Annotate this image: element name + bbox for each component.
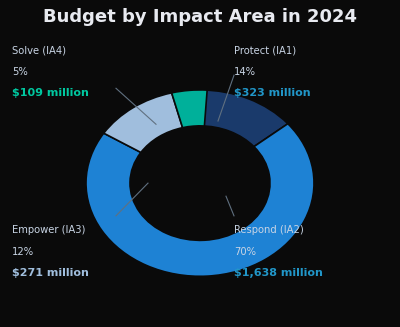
Wedge shape <box>172 90 207 128</box>
Wedge shape <box>104 93 182 152</box>
Text: Protect (IA1): Protect (IA1) <box>234 45 296 56</box>
Wedge shape <box>86 124 314 276</box>
Text: $271 million: $271 million <box>12 268 89 278</box>
Text: Solve (IA4): Solve (IA4) <box>12 45 66 56</box>
Text: 12%: 12% <box>12 247 34 257</box>
Text: $1,638 million: $1,638 million <box>234 268 323 278</box>
Text: 14%: 14% <box>234 67 256 77</box>
Text: Empower (IA3): Empower (IA3) <box>12 225 85 235</box>
Text: $323 million: $323 million <box>234 88 311 98</box>
Text: 70%: 70% <box>234 247 256 257</box>
Text: Budget by Impact Area in 2024: Budget by Impact Area in 2024 <box>43 8 357 26</box>
Text: Respond (IA2): Respond (IA2) <box>234 225 304 235</box>
Wedge shape <box>200 90 288 146</box>
Text: 5%: 5% <box>12 67 28 77</box>
Text: $109 million: $109 million <box>12 88 89 98</box>
